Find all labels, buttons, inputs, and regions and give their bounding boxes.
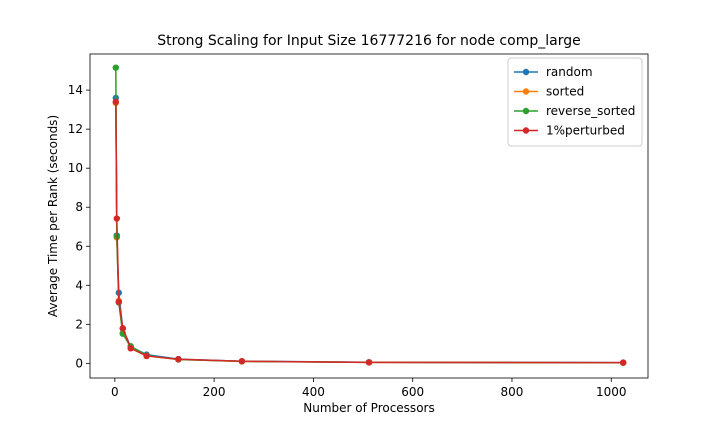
legend-label: reverse_sorted [546,104,635,118]
legend-marker [522,88,530,95]
data-point [127,345,134,352]
plot-frame [89,53,649,379]
legend-label: sorted [546,85,584,99]
y-tick-label: 10 [68,161,83,175]
data-point [113,215,121,222]
y-axis-title: Average Time per Rank (seconds) [46,115,60,317]
chart-title: Strong Scaling for Input Size 16777216 f… [157,33,580,49]
x-tick-label: 0 [111,385,119,399]
legend: random sorted reverse_sorted 1%perturbed [507,57,643,147]
legend-box [507,57,643,147]
legend-marker [522,107,530,115]
x-tick-label: 1000 [596,385,627,399]
y-tick-label: 14 [68,83,83,97]
legend-item: random [514,65,593,79]
plot-area: 0 200 400 600 800 1000 0 2 4 6 8 10 12 14 [68,53,649,399]
legend-label: random [546,65,593,79]
data-point [619,359,627,366]
data-point [365,359,373,366]
legend-marker [522,68,530,76]
legend-label: 1%perturbed [546,124,625,138]
y-tick-label: 6 [75,239,83,253]
legend-item: sorted [514,85,584,99]
x-tick-label: 600 [401,385,424,399]
x-axis-title: Number of Processors [303,401,434,415]
y-tick-label: 0 [75,356,83,370]
y-tick-label: 4 [75,278,83,292]
legend-item: 1%perturbed [514,124,625,138]
y-tick-label: 12 [68,122,83,136]
x-tick-label: 800 [501,385,524,399]
x-tick-label: 400 [302,385,325,399]
x-tick-label: 200 [203,385,226,399]
y-tick-label: 8 [75,200,83,214]
data-point [175,356,182,363]
data-point [143,352,150,360]
series-line [115,101,624,364]
legend-marker [522,127,530,134]
data-point [112,64,120,71]
data-point [119,325,126,332]
data-point [115,298,122,306]
data-point [112,98,120,106]
data-point [238,358,246,365]
y-tick-label: 2 [75,317,83,331]
legend-item: reverse_sorted [514,104,635,118]
series-3 [112,98,627,366]
